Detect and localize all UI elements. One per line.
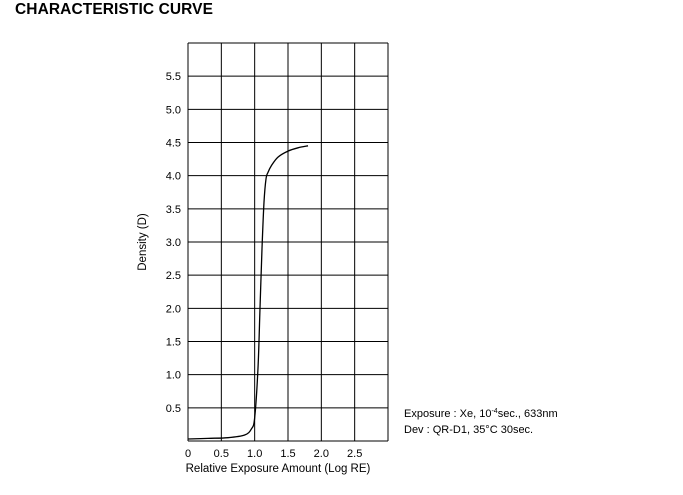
y-tick-label: 1.0	[166, 370, 181, 382]
y-axis-tick-labels: 0.5 1.0 1.5 2.0 2.5 3.0 3.5 4.0 4.5 5.0 5.5	[166, 71, 181, 415]
exposure-value-suffix: sec., 633nm	[497, 408, 558, 420]
y-tick-label: 5.5	[166, 71, 181, 83]
series-layer	[187, 145, 309, 440]
y-tick-label: 5.0	[166, 104, 181, 116]
y-tick-label: 0.5	[166, 403, 181, 415]
dev-value: QR-D1, 35°C 30sec.	[432, 424, 534, 436]
dev-separator: :	[423, 424, 433, 436]
x-tick-label: 2.5	[347, 448, 362, 460]
density-curve	[187, 145, 309, 440]
exposure-separator: :	[450, 408, 460, 420]
y-tick-label: 1.5	[166, 337, 181, 349]
x-axis-tick-labels: 0 0.5 1.0 1.5 2.0 2.5	[185, 448, 362, 460]
x-tick-label: 2.0	[314, 448, 329, 460]
y-tick-label: 4.5	[166, 138, 181, 150]
exposure-value-prefix: Xe, 10	[459, 408, 492, 420]
x-tick-label: 1.0	[247, 448, 262, 460]
dev-label: Dev	[404, 424, 424, 436]
dev-note: Dev : QR-D1, 35°C 30sec.	[404, 424, 533, 436]
y-tick-label: 4.0	[166, 171, 181, 183]
x-tick-label: 0.5	[214, 448, 229, 460]
x-tick-label: 1.5	[280, 448, 295, 460]
y-tick-label: 3.5	[166, 204, 181, 216]
y-tick-label: 2.0	[166, 303, 181, 315]
y-tick-label: 3.0	[166, 237, 181, 249]
y-axis-label: Density (D)	[137, 213, 149, 271]
grid	[187, 42, 389, 442]
page-title: CHARACTERISTIC CURVE	[15, 1, 214, 18]
exposure-label: Exposure	[404, 408, 451, 420]
exposure-note: Exposure : Xe, 10-4sec., 633nm	[404, 408, 558, 420]
x-tick-label: 0	[185, 448, 191, 460]
y-tick-label: 2.5	[166, 270, 181, 282]
x-axis-label: Relative Exposure Amount (Log RE)	[186, 463, 371, 475]
exposure-exponent: -4	[491, 408, 498, 415]
